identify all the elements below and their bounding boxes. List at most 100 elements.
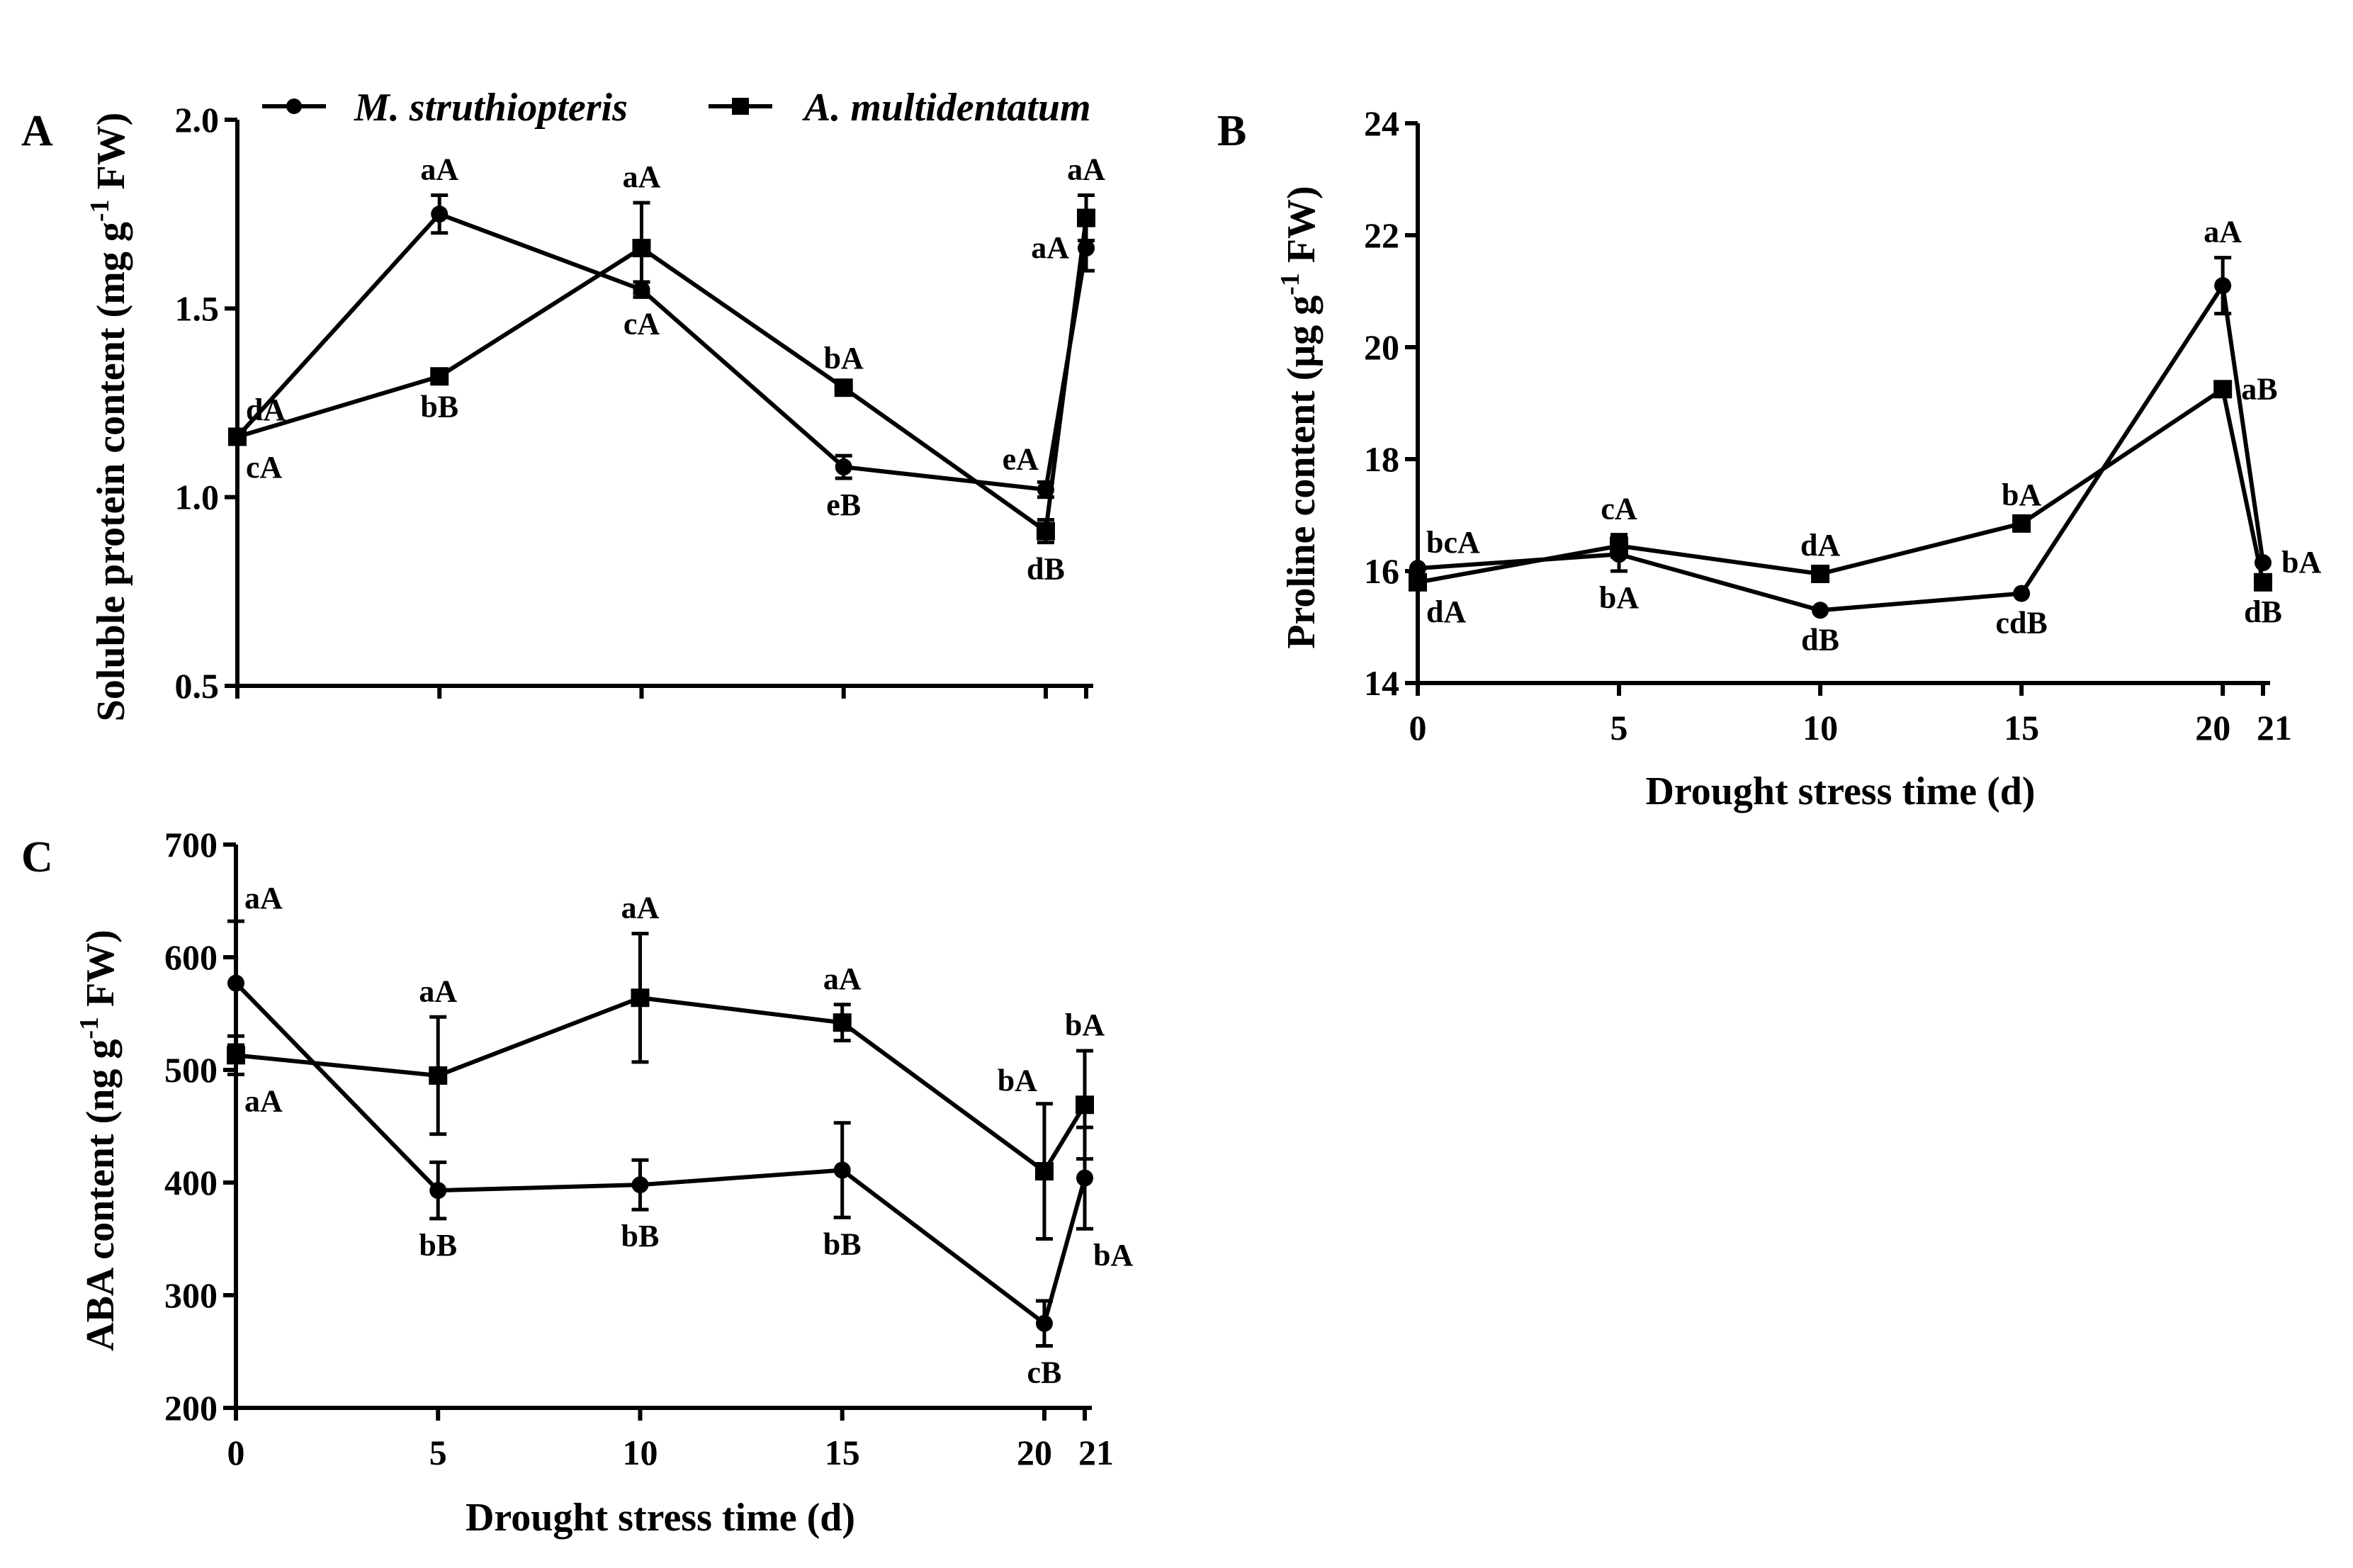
significance-label: cA — [1601, 492, 1637, 526]
significance-label: bA — [2281, 545, 2321, 580]
series-a-multidentatum: dA cA dA bA aB dB — [1409, 371, 2282, 629]
y-axis-title: Soluble protein content (mg g-1 FW) — [85, 113, 133, 722]
significance-label: aA — [823, 961, 862, 996]
data-point-square — [833, 1013, 852, 1032]
data-point-square — [2254, 573, 2272, 592]
y-tick-label: 16 — [1364, 551, 1399, 591]
significance-label: bA — [824, 341, 864, 376]
significance-label: dB — [2244, 594, 2282, 629]
significance-label: bcA — [1426, 525, 1480, 560]
data-point-square — [429, 1066, 448, 1085]
data-point-circle — [2013, 585, 2031, 602]
significance-label: bA — [1093, 1238, 1133, 1273]
significance-label: aB — [2241, 371, 2277, 406]
data-point-circle — [631, 1176, 649, 1194]
y-axis-title: ABA content (ng g-1 FW) — [74, 930, 123, 1351]
x-tick-label: 0 — [1409, 708, 1427, 748]
x-tick-label: 21 — [1078, 1433, 1114, 1472]
significance-label: aA — [419, 974, 457, 1008]
panel-label-b: B — [1217, 107, 1246, 155]
significance-label: aA — [1067, 152, 1105, 187]
y-tick-label: 22 — [1364, 215, 1399, 255]
data-point-square — [1077, 208, 1095, 227]
series-line — [1417, 279, 2265, 613]
significance-label: bB — [823, 1226, 862, 1261]
data-point-circle — [1812, 602, 1829, 619]
panel-c-aba: 200 300 400 500 600 700 0 5 10 15 20 21 ABA content … — [74, 825, 1133, 1540]
significance-label: aA — [621, 891, 660, 925]
data-point-circle — [835, 458, 852, 476]
significance-label: aA — [1031, 230, 1069, 265]
data-point-circle — [2214, 277, 2232, 295]
data-point-circle — [1035, 1314, 1053, 1332]
significance-label: bA — [1599, 580, 1639, 615]
x-tick-label: 10 — [1802, 708, 1838, 748]
legend-square-marker — [732, 98, 749, 115]
significance-label: bB — [420, 390, 458, 424]
significance-label: bA — [998, 1064, 1037, 1098]
significance-label: bA — [1065, 1008, 1105, 1042]
series-a-multidentatum: cA bB aA bA dB aA — [228, 152, 1105, 587]
x-tick-label: 20 — [1017, 1433, 1052, 1472]
legend-label-m-struthiopteris: M. struthiopteris — [354, 86, 628, 130]
y-tick-label: 1.0 — [175, 478, 220, 517]
series-line — [235, 995, 1087, 1175]
x-tick-label: 0 — [227, 1433, 245, 1472]
x-tick-label: 5 — [1610, 708, 1628, 748]
panel-a-soluble-protein: 0.5 1.0 1.5 2.0 Soluble protein content (mg … — [85, 100, 1105, 721]
y-tick-label: 700 — [164, 825, 218, 864]
data-point-square — [632, 239, 651, 258]
significance-label: bB — [419, 1228, 457, 1263]
data-point-square — [1076, 1095, 1094, 1115]
legend-label-a-multidentatum: A. multidentatum — [802, 86, 1091, 130]
legend: M. struthiopteris A. multidentatum — [262, 86, 1091, 130]
data-point-circle — [227, 974, 244, 992]
y-tick-label: 0.5 — [175, 666, 220, 706]
data-point-square — [1409, 573, 1427, 592]
legend-circle-marker — [286, 98, 302, 114]
panel-b-proline: 14 16 18 20 22 24 0 5 10 15 20 21 Proline content (μ… — [1275, 103, 2321, 813]
series-a-multidentatum: aA aA aA aA bA bA — [227, 891, 1105, 1241]
data-point-square — [2213, 380, 2233, 399]
significance-label: aA — [420, 152, 458, 187]
y-tick-label: 18 — [1364, 439, 1399, 479]
significance-label: dA — [246, 393, 286, 427]
significance-label: aA — [2204, 215, 2242, 249]
significance-label: dA — [1426, 594, 1466, 629]
data-point-square — [2012, 514, 2031, 533]
panel-label-c: C — [21, 833, 53, 881]
data-point-circle — [431, 205, 448, 223]
data-point-circle — [1076, 1169, 1093, 1187]
significance-label: eB — [826, 487, 861, 522]
y-tick-label: 300 — [164, 1275, 218, 1315]
significance-label: bA — [2002, 478, 2041, 512]
significance-label: cA — [246, 450, 283, 485]
y-tick-label: 24 — [1364, 103, 1399, 143]
series-line — [234, 981, 1087, 1327]
x-tick-label: 15 — [825, 1433, 860, 1472]
x-tick-label: 15 — [2004, 708, 2039, 748]
significance-label: bB — [621, 1219, 660, 1253]
significance-label: aA — [244, 881, 283, 915]
data-point-square — [1036, 521, 1055, 541]
x-tick-label: 5 — [429, 1433, 447, 1472]
series-m-struthiopteris: aA bB bB bB cB bA — [227, 881, 1133, 1390]
significance-label: dB — [1027, 552, 1065, 587]
significance-label: cB — [1027, 1355, 1062, 1390]
y-tick-label: 200 — [164, 1388, 218, 1428]
significance-label: dA — [1800, 528, 1840, 563]
significance-label: dB — [1801, 622, 1839, 657]
significance-label: aA — [244, 1083, 283, 1118]
series-line — [237, 218, 1088, 535]
y-tick-label: 1.5 — [175, 288, 220, 328]
panel-label-a: A — [21, 107, 53, 155]
y-axis-title: Proline content (μg g-1 FW) — [1275, 186, 1324, 648]
significance-label: eA — [1003, 441, 1039, 476]
y-tick-label: 400 — [164, 1163, 218, 1202]
data-point-circle — [429, 1182, 447, 1200]
y-tick-label: 600 — [164, 937, 218, 977]
data-point-square — [834, 378, 853, 397]
data-point-circle — [833, 1161, 851, 1179]
significance-label: cdB — [1995, 606, 2047, 641]
series-line — [1417, 385, 2265, 585]
